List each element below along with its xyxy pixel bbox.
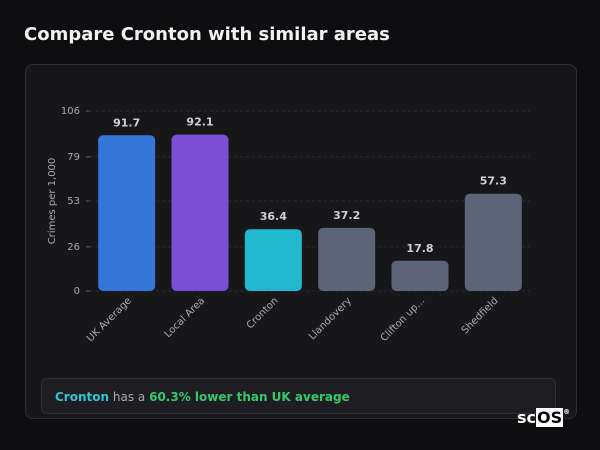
- x-tick-label: Shedfield: [460, 295, 501, 336]
- summary-text: has a: [112, 390, 146, 404]
- x-tick-label: Clifton up...: [379, 295, 428, 344]
- y-tick-label: 106: [61, 106, 80, 117]
- value-label: 91.7: [113, 116, 140, 129]
- value-label: 57.3: [480, 175, 507, 188]
- page-title: Compare Cronton with similar areas: [24, 24, 390, 45]
- value-label: 37.2: [333, 209, 360, 222]
- bar: [464, 193, 522, 291]
- summary: Cronton has a 60.3% lower than UK averag…: [41, 378, 556, 414]
- x-tick-label: Llandovery: [307, 295, 354, 342]
- bar: [244, 229, 302, 291]
- bar: [318, 227, 376, 291]
- y-tick-label: 53: [67, 196, 80, 207]
- summary-highlight: 60.3% lower than UK average: [149, 390, 350, 404]
- summary-place: Cronton: [55, 390, 110, 404]
- bar: [171, 134, 229, 291]
- y-tick-label: 79: [67, 152, 80, 163]
- logo-left: sc: [517, 408, 537, 427]
- bar: [391, 260, 449, 291]
- logo: scOS®: [517, 408, 570, 427]
- value-label: 36.4: [260, 210, 287, 223]
- y-tick-label: 26: [67, 242, 80, 253]
- value-label: 92.1: [186, 116, 213, 129]
- bar: [98, 135, 156, 291]
- x-tick-label: Cronton: [245, 295, 281, 331]
- x-tick-label: UK Average: [85, 295, 134, 344]
- logo-mark: ®: [563, 408, 571, 416]
- logo-box: OS: [536, 408, 564, 427]
- x-tick-label: Local Area: [163, 295, 208, 340]
- y-axis-label: Crimes per 1,000: [47, 158, 58, 245]
- value-label: 17.8: [406, 242, 433, 255]
- y-tick-label: 0: [74, 286, 80, 297]
